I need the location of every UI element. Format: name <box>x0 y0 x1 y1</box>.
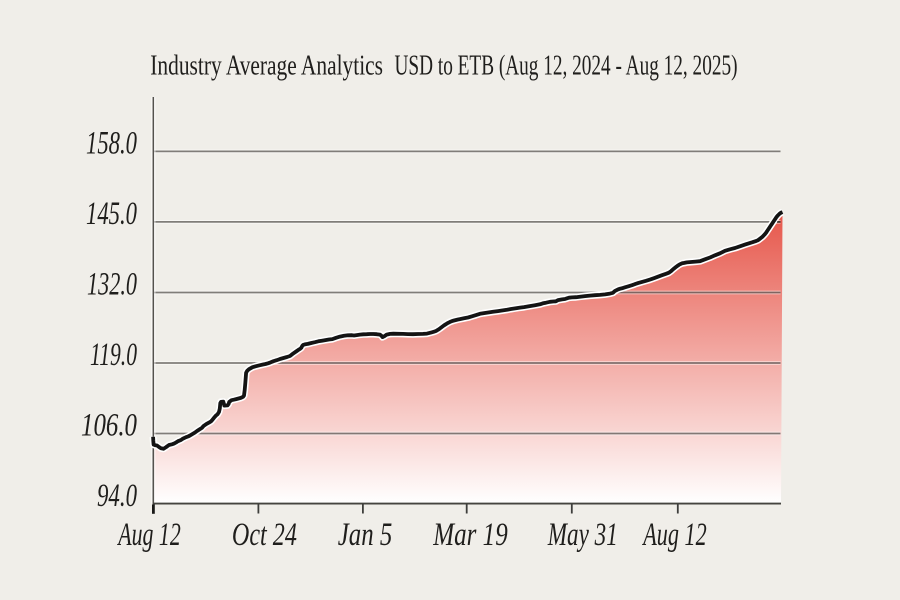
svg-text:106.0: 106.0 <box>81 408 137 444</box>
svg-text:Aug 12: Aug 12 <box>642 517 707 553</box>
svg-text:119.0: 119.0 <box>90 337 137 373</box>
svg-text:145.0: 145.0 <box>86 196 137 232</box>
svg-text:Jan 5: Jan 5 <box>338 517 393 553</box>
svg-text:132.0: 132.0 <box>87 267 137 303</box>
svg-text:Mar 19: Mar 19 <box>432 517 507 553</box>
svg-text:USD to ETB (Aug 12, 2024 - Aug: USD to ETB (Aug 12, 2024 - Aug 12, 2025) <box>395 50 738 81</box>
svg-text:May 31: May 31 <box>547 517 618 553</box>
svg-text:Aug 12: Aug 12 <box>117 517 181 553</box>
svg-text:Industry Average Analytics: Industry Average Analytics <box>150 50 383 81</box>
svg-text:94.0: 94.0 <box>97 478 137 514</box>
svg-text:158.0: 158.0 <box>86 126 137 162</box>
svg-text:Oct 24: Oct 24 <box>232 517 297 553</box>
